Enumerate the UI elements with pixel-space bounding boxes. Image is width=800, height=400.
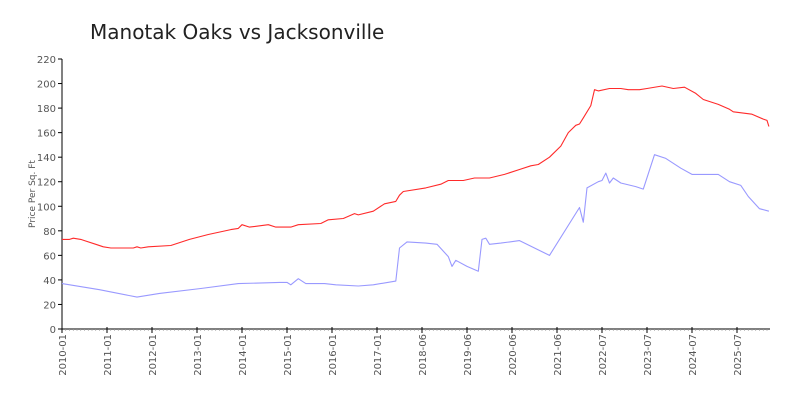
y-tick-label: 0: [50, 325, 56, 336]
x-tick-label: 2015-01: [283, 334, 294, 376]
y-tick-label: 200: [37, 80, 56, 91]
x-tick-label: 2016-01: [328, 334, 339, 376]
y-tick-label: 180: [37, 104, 56, 115]
y-tick-label: 20: [43, 300, 56, 311]
x-tick-label: 2018-06: [418, 334, 429, 376]
series-line-2: [61, 154, 770, 298]
x-tick-label: 2013-01: [193, 334, 204, 376]
y-tick-label: 160: [37, 129, 56, 140]
y-axis-label: Price Per Sq. Ft: [28, 160, 38, 228]
y-tick-label: 40: [43, 276, 56, 287]
x-tick-label: 2021-06: [553, 334, 564, 376]
y-tick-label: 100: [37, 202, 56, 213]
series-lines: [61, 85, 770, 298]
y-tick-label: 80: [43, 227, 56, 238]
x-tick-label: 2014-01: [238, 334, 249, 376]
x-tick-label: 2024-07: [688, 334, 699, 376]
y-tick-label: 60: [43, 251, 56, 262]
series-line-1: [62, 85, 770, 249]
y-tick-label: 140: [37, 153, 56, 164]
x-tick-label: 2019-06: [463, 334, 474, 376]
x-tick-label: 2020-06: [508, 334, 519, 376]
x-tick-label: 2012-01: [148, 334, 159, 376]
y-tick-label: 120: [37, 178, 56, 189]
x-tick-label: 2011-01: [103, 334, 114, 376]
chart-title: Manotak Oaks vs Jacksonville: [90, 20, 384, 44]
y-tick-label: 220: [37, 55, 56, 66]
x-tick-label: 2022-07: [598, 334, 609, 376]
x-tick-label: 2010-01: [58, 334, 69, 376]
axes: 0 20 40 60 80 100 120 140 160 180 200 220 2010-01 201…: [37, 55, 770, 376]
x-tick-label: 2025-07: [733, 334, 744, 376]
x-tick-label: 2023-07: [643, 334, 654, 376]
x-tick-label: 2017-01: [373, 334, 384, 376]
